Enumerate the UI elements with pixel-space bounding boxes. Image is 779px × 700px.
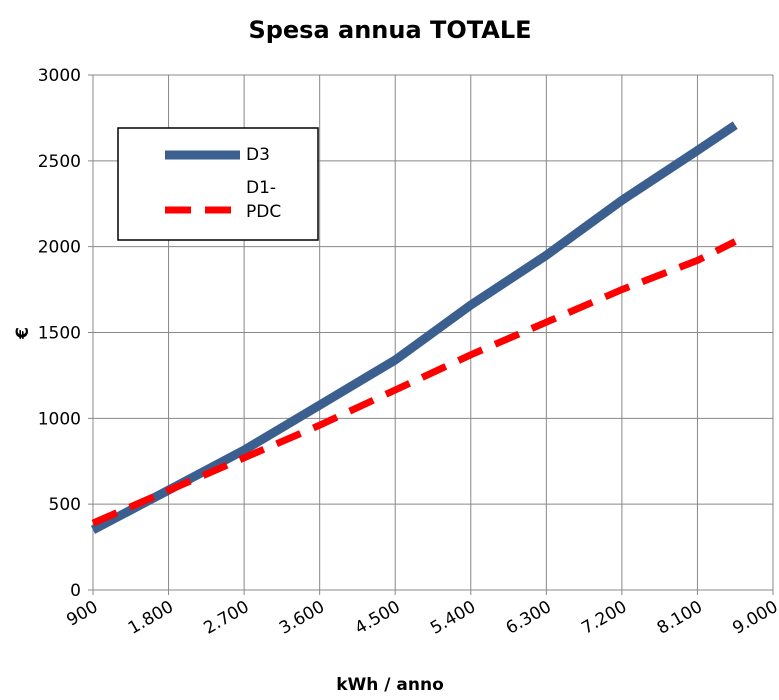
y-tick-label: 2000 <box>38 238 81 258</box>
y-tick-label: 1000 <box>38 409 81 429</box>
x-tick-label: 8.100 <box>654 597 706 639</box>
chart-title: Spesa annua TOTALE <box>248 16 531 44</box>
legend-label: D3 <box>246 145 270 165</box>
line-series <box>91 238 737 527</box>
x-tick-label: 9.000 <box>729 597 779 639</box>
x-tick-label: 3.600 <box>276 597 328 639</box>
x-tick-label: 2.700 <box>200 597 252 639</box>
y-axis-label: € <box>13 327 33 340</box>
x-tick-label: 900 <box>63 597 101 631</box>
x-tick-label: 4.500 <box>352 597 404 639</box>
x-tick-label: 1.800 <box>125 597 177 639</box>
y-tick-label: 2500 <box>38 152 81 172</box>
legend-box <box>117 127 319 241</box>
y-tick-label: 500 <box>49 495 81 515</box>
y-tick-label: 3000 <box>38 66 81 86</box>
y-tick-label: 0 <box>70 581 81 601</box>
x-tick-label: 7.200 <box>578 597 630 639</box>
x-axis-label: kWh / anno <box>336 675 444 695</box>
x-tick-label: 6.300 <box>503 597 555 639</box>
y-tick-label: 1500 <box>38 324 81 344</box>
line-series <box>90 121 738 534</box>
legend-label: D1-PDC <box>246 178 282 222</box>
x-tick-label: 5.400 <box>427 597 479 639</box>
